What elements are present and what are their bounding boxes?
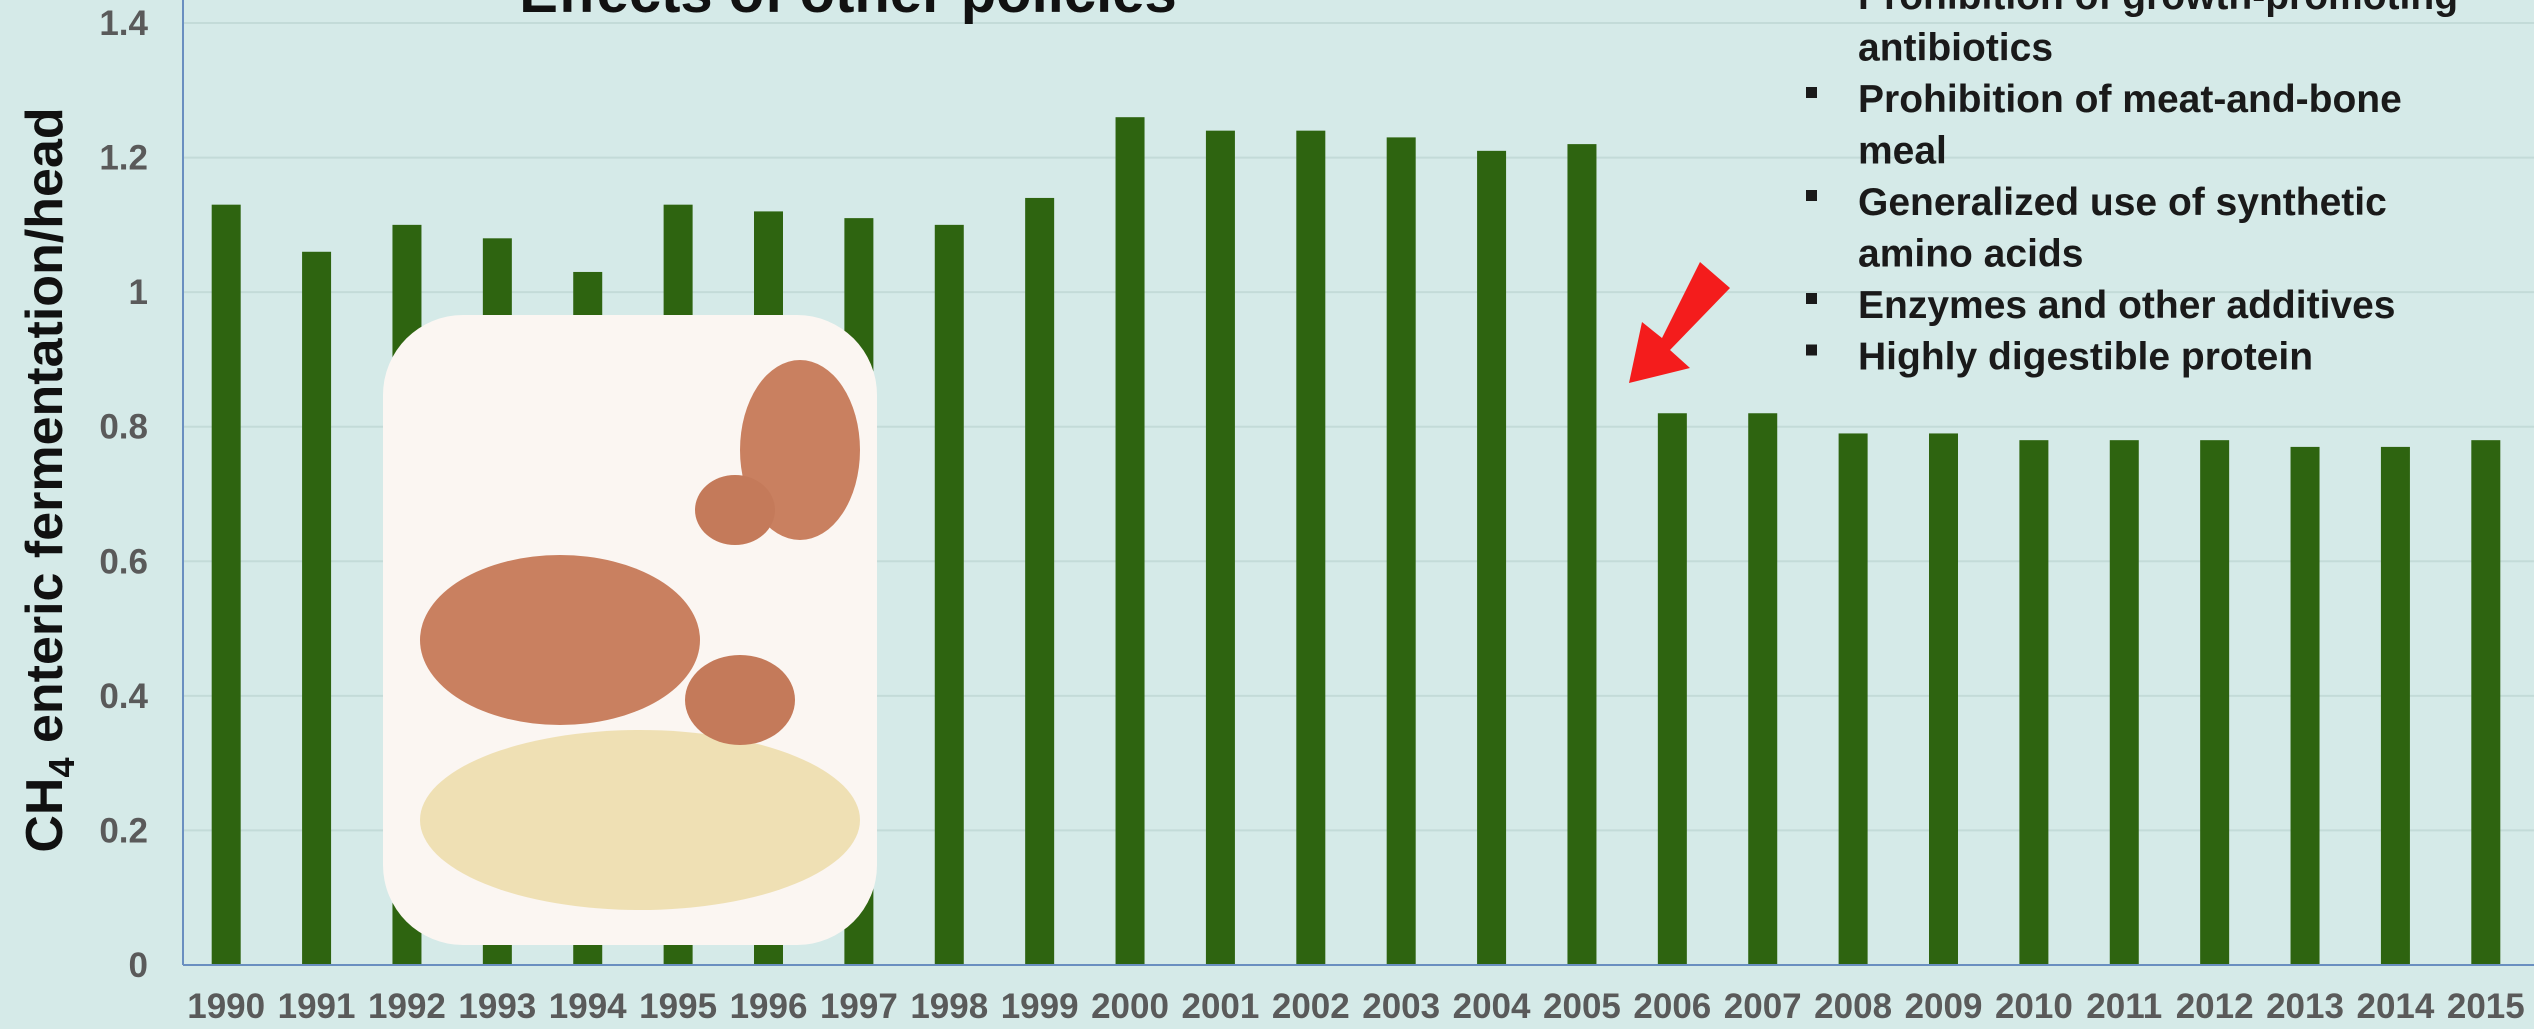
x-tick-label: 1999 (1001, 987, 1079, 1024)
pig-picture (383, 315, 877, 945)
bar (1296, 130, 1326, 965)
bar (1657, 413, 1687, 965)
bar (1929, 433, 1958, 965)
bar (1477, 150, 1507, 966)
x-tick-label: 2011 (2086, 987, 2162, 1024)
arrow (1629, 262, 1730, 383)
bar (2019, 440, 2049, 966)
y-label-part: CH (16, 778, 74, 853)
x-tick-label: 2007 (1724, 987, 1802, 1024)
bullet-list: Prohibition of growth-promoting antibioti… (1806, 0, 2458, 379)
bar (2380, 446, 2410, 965)
bar (2290, 446, 2320, 965)
bullet-text: Prohibition of meat-and-bone (1858, 78, 2402, 121)
bar (1386, 137, 1416, 965)
x-tick-label: 2009 (1905, 987, 1983, 1024)
x-tick-label: 2010 (1995, 987, 2073, 1024)
x-tick-label: 2012 (2176, 987, 2254, 1024)
bar (1205, 130, 1235, 965)
bullet (1806, 293, 1817, 304)
bullet-text: antibiotics (1858, 27, 2053, 70)
chart-title: Effects of other policies (519, 0, 1176, 25)
x-tick-label: 2000 (1091, 987, 1169, 1024)
y-tick-label: 0.6 (99, 542, 148, 581)
y-label-part: enteric fermentation/head (16, 107, 74, 757)
bullet-text: Enzymes and other additives (1858, 284, 2396, 327)
y-axis-label: CH4 enteric fermentation/head (16, 107, 82, 852)
x-tick-label: 2004 (1453, 987, 1531, 1024)
bar (1567, 144, 1597, 966)
bar (302, 251, 332, 965)
x-tick-label: 1996 (730, 987, 808, 1024)
x-tick-label: 2008 (1814, 987, 1892, 1024)
y-tick-label: 1.2 (99, 139, 148, 178)
x-tick-label: 1994 (549, 987, 627, 1024)
bar (1748, 413, 1778, 965)
x-tick-label: 1997 (820, 987, 898, 1024)
bullet (1806, 344, 1817, 356)
x-tick-label: 2002 (1272, 987, 1350, 1024)
y-tick-label: 1.4 (99, 4, 148, 43)
straw (420, 730, 860, 910)
bullet (1806, 190, 1817, 201)
bullet-text: Prohibition of growth-promoting (1858, 0, 2458, 18)
x-tick-label: 1995 (639, 987, 717, 1024)
bar (1025, 197, 1055, 965)
x-tick-label: 2014 (2356, 987, 2434, 1024)
y-tick-label: 0.4 (99, 677, 148, 716)
bullet-text: meal (1858, 130, 1947, 173)
pig-head (695, 475, 775, 545)
bullet-text: Generalized use of synthetic (1858, 181, 2387, 224)
bar (1115, 117, 1145, 965)
x-tick-label: 1998 (910, 987, 988, 1024)
x-tick-label: 2015 (2447, 987, 2525, 1024)
bullet (1806, 87, 1817, 98)
pig-head (685, 655, 795, 745)
bar (934, 224, 964, 965)
y-tick-label: 0 (129, 946, 148, 985)
x-tick-label: 1992 (368, 987, 446, 1024)
x-tick-label: 2005 (1543, 987, 1621, 1024)
x-tick-label: 2013 (2266, 987, 2344, 1024)
y-tick-label: 1 (129, 273, 148, 312)
x-tick-label: 2003 (1362, 987, 1440, 1024)
bar (2200, 440, 2230, 966)
x-tick-label: 1990 (187, 987, 265, 1024)
x-tick-label: 1991 (278, 987, 356, 1024)
y-tick-label: 0.8 (99, 408, 148, 447)
bar (1838, 433, 1868, 965)
bar (2109, 440, 2139, 966)
x-tick-label: 2001 (1181, 987, 1259, 1024)
y-label-sub: 4 (41, 758, 82, 778)
bullet-text: Highly digestible protein (1858, 336, 2313, 379)
bar (211, 204, 241, 965)
x-tick-label: 2006 (1633, 987, 1711, 1024)
bar (2471, 440, 2501, 966)
bullet-text: amino acids (1858, 233, 2083, 276)
x-tick-label: 1993 (458, 987, 536, 1024)
pig (420, 555, 700, 725)
y-tick-label: 0.2 (99, 811, 148, 850)
